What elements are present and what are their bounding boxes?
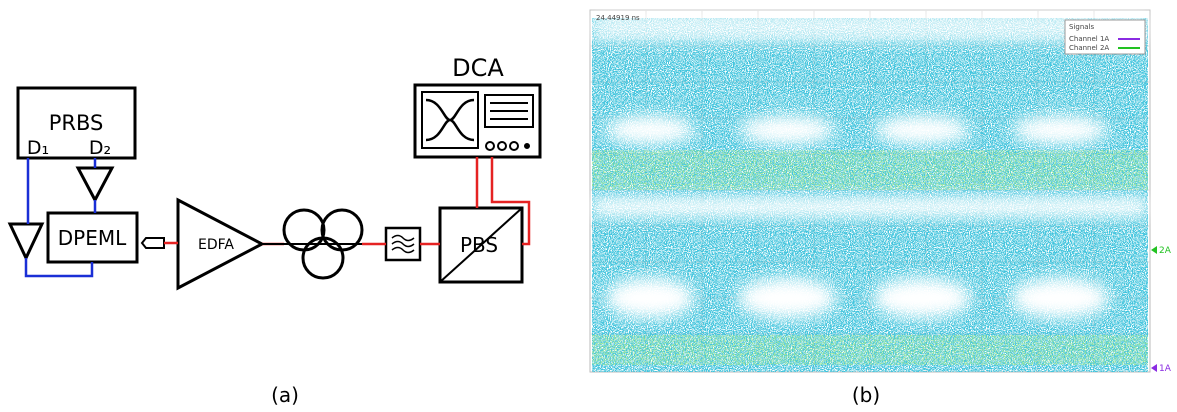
node-label: D₁ — [27, 137, 49, 159]
electrical-links — [26, 158, 95, 276]
dca-eye — [426, 100, 474, 140]
signal-noise — [592, 150, 1148, 190]
marker-1a — [1151, 364, 1157, 372]
caption: (b) — [852, 383, 880, 407]
signal-noise — [592, 335, 1148, 365]
node-label: EDFA — [198, 237, 234, 253]
legend-title: Signals — [1069, 23, 1095, 31]
legend-entry: Channel 2A — [1069, 44, 1109, 52]
legend-entry: Channel 1A — [1069, 35, 1109, 43]
figure: PRBS D₁ D₂ DPEML EDFA DCA PBS (a) 24.449… — [0, 0, 1177, 412]
marker-label: 1A — [1159, 364, 1172, 374]
lens — [142, 238, 164, 248]
driver-amp — [10, 224, 42, 258]
marker-label: 2A — [1159, 246, 1172, 256]
dca-key-grid — [490, 103, 528, 119]
filter-icon — [392, 236, 414, 253]
eye-diagram — [590, 10, 1157, 372]
node-label: DCA — [452, 54, 504, 82]
node-label: DPEML — [58, 226, 127, 250]
node-label: PBS — [460, 233, 498, 257]
driver-amp — [78, 168, 112, 200]
node-label: D₂ — [89, 137, 111, 159]
marker-2a — [1151, 246, 1157, 254]
time-label: 24.44919 ns — [596, 14, 640, 22]
optical-links — [164, 157, 529, 244]
caption: (a) — [271, 383, 299, 407]
node-label: PRBS — [49, 111, 104, 135]
labels-a: PRBS D₁ D₂ DPEML EDFA DCA PBS (a) — [27, 54, 505, 407]
